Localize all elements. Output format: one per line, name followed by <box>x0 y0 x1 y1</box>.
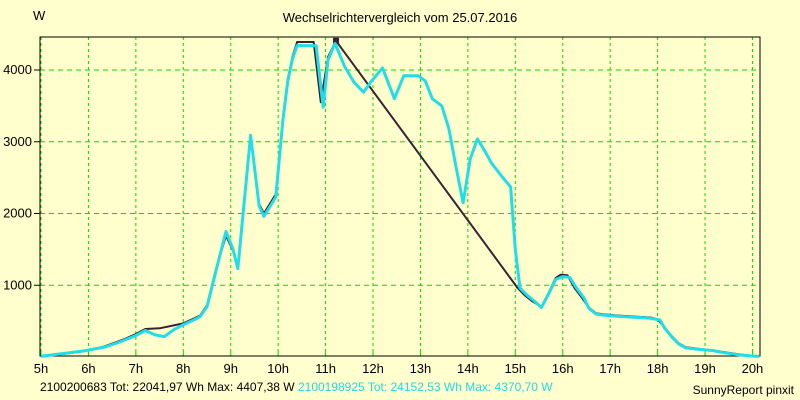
x-tick-label: 10h <box>267 361 289 376</box>
x-tick-label: 8h <box>176 361 190 376</box>
x-tick-label: 11h <box>315 361 336 376</box>
x-tick-label: 19h <box>694 361 716 376</box>
x-tick-label: 5h <box>34 361 48 376</box>
y-tick-label: 3000 <box>3 134 32 149</box>
x-tick-label: 17h <box>599 361 621 376</box>
credit-text: SunnyReport pinxit <box>692 383 794 397</box>
x-tick-label: 13h <box>410 361 432 376</box>
y-tick-label: 1000 <box>3 277 32 292</box>
x-tick-label: 16h <box>552 361 574 376</box>
x-tick-label: 7h <box>129 361 143 376</box>
x-tick-label: 12h <box>362 361 384 376</box>
footer-summary: 2100200683 Tot: 22041,97 Wh Max: 4407,38… <box>40 380 553 394</box>
x-tick-label: 6h <box>81 361 95 376</box>
inverter1-summary-text: 2100200683 Tot: 22041,97 Wh Max: 4407,38… <box>40 380 295 394</box>
inverter2-summary-text: 2100198925 Tot: 24152,53 Wh Max: 4370,70… <box>297 380 553 394</box>
series-2100200683-max-marker <box>333 37 340 44</box>
y-axis-unit-label: W <box>33 8 46 23</box>
x-tick-label: 15h <box>504 361 526 376</box>
x-tick-label: 18h <box>647 361 669 376</box>
x-tick-label: 20h <box>742 361 764 376</box>
chart-title: Wechselrichtervergleich vom 25.07.2016 <box>282 10 518 25</box>
x-tick-label: 9h <box>223 361 237 376</box>
y-tick-label: 4000 <box>3 62 32 77</box>
y-grid-and-labels: 1000 2000 3000 4000 <box>3 62 760 292</box>
x-grid-and-labels: 5h 6h 7h 8h 9h 10h 11h 12h 13h 14h 15h 16h 17h 18h 19h… <box>34 37 764 376</box>
y-tick-label: 2000 <box>3 206 32 221</box>
series-2100198925-line <box>40 42 760 358</box>
plot-border <box>39 36 761 357</box>
x-tick-label: 14h <box>457 361 479 376</box>
